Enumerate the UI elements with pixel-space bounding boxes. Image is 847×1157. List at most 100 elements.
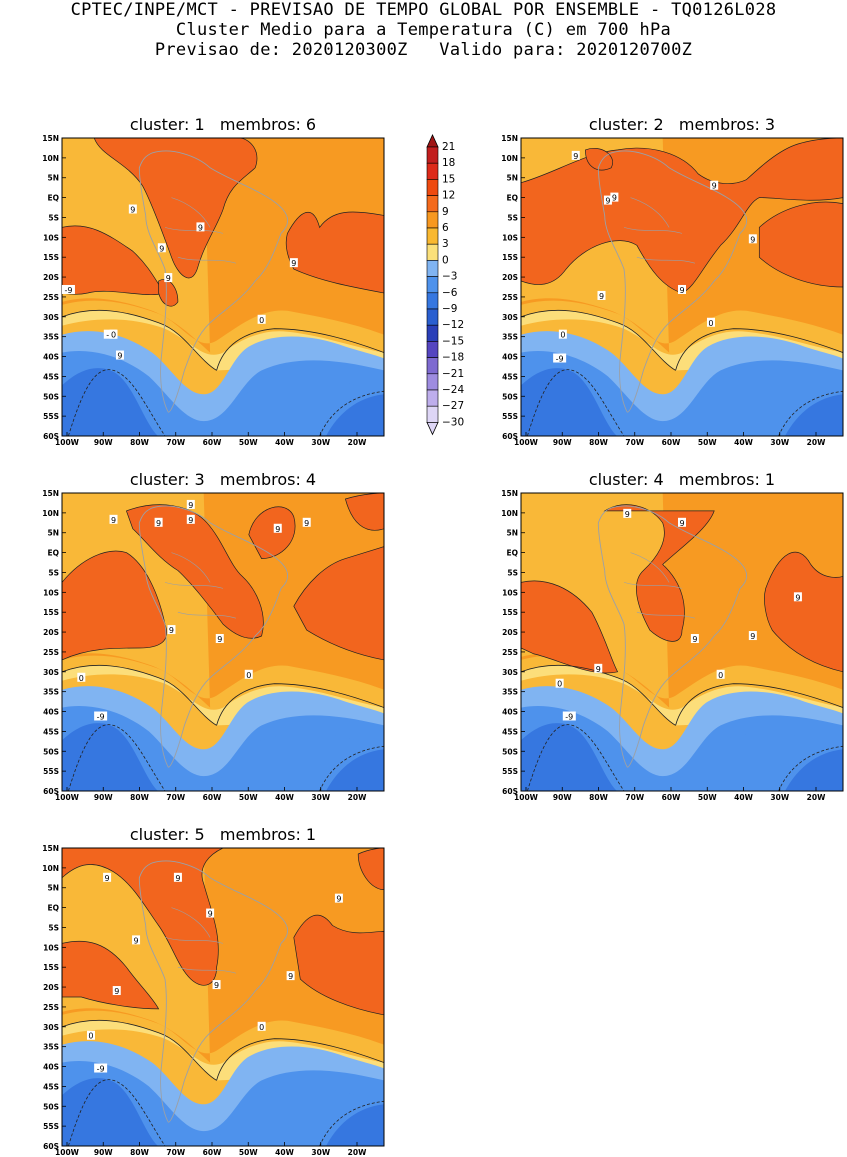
band-minus9: [521, 368, 618, 436]
cluster-panel-5: cluster: 5 membros: 1 15N 10N 5N EQ 5S 10S 15S 2…: [42, 825, 385, 1157]
contour-label-box: [706, 317, 715, 327]
contour-label: 0: [716, 669, 725, 680]
contour-label-box: [571, 150, 580, 160]
warm-region-9C: [62, 940, 160, 1010]
y-tick-label: EQ: [507, 194, 519, 203]
contour-label: 9: [678, 284, 686, 295]
contour-label-box: [553, 353, 567, 363]
x-tick-label: 100W: [514, 793, 539, 802]
contour-label: 9: [571, 150, 580, 161]
contour-label: 9: [710, 180, 719, 191]
contour-label-box: [610, 192, 619, 202]
x-tick-label: 30W: [311, 1148, 330, 1157]
x-tick-label: 30W: [311, 438, 330, 447]
warm-region-9C: [357, 848, 384, 891]
y-tick-label: 10N: [501, 154, 518, 163]
contour-label-text: 9: [750, 632, 755, 641]
y-tick-label: 55S: [43, 412, 59, 421]
contour-label: 0: [257, 314, 266, 325]
colorbar-swatch: [426, 179, 439, 196]
contour-label-text: 9: [217, 635, 222, 644]
x-tick-label: 70W: [166, 793, 185, 802]
contour-label-text: 9: [679, 519, 684, 528]
y-tick-label: 5N: [48, 529, 60, 538]
x-tick-label: 20W: [807, 438, 826, 447]
contour-label: 0: [706, 317, 715, 328]
colorbar-label: 18: [442, 157, 455, 169]
contour-label: 9: [128, 204, 137, 215]
colorbar: 21 18 15 12 9 6 3 0 −3 −6 −9 −12 −15 −18 −21 −24 −27 −30: [426, 134, 464, 436]
colorbar-label: −15: [442, 335, 464, 347]
x-tick-label: 100W: [55, 793, 80, 802]
x-tick-label: 40W: [734, 438, 753, 447]
x-tick-label: 70W: [625, 438, 644, 447]
contour-label-text: -9: [556, 355, 564, 364]
x-tick-label: 60W: [662, 438, 681, 447]
contour-label: 9: [793, 592, 802, 602]
y-tick-label: 60S: [43, 432, 59, 441]
contour-label-box: [678, 517, 686, 527]
band-minus9: [62, 368, 159, 436]
cluster-panel-4: cluster: 4 membros: 1 15N 10N 5N EQ 5S 10S 15S 2…: [501, 470, 844, 802]
colorbar-label: −6: [442, 287, 458, 299]
warm-region-9C: [93, 138, 258, 279]
contour-label: 9: [186, 499, 195, 510]
warm-region-9C: [125, 504, 264, 639]
y-tick-label: 60S: [502, 787, 518, 796]
x-tick-label: 70W: [166, 1148, 185, 1157]
contour-label-box: [302, 517, 311, 527]
y-tick-label: 50S: [502, 747, 518, 756]
contour-label: -9: [553, 353, 567, 364]
warm-region-9C: [344, 493, 384, 531]
x-tick-label: 50W: [698, 793, 717, 802]
contour-label: 0: [257, 1021, 266, 1032]
band-minus9: [62, 1078, 159, 1146]
south-america-outline: [597, 150, 748, 413]
contour-label-box: [678, 284, 686, 294]
y-tick-label: 10N: [42, 509, 59, 518]
x-tick-label: 20W: [348, 438, 367, 447]
main-title: CPTEC/INPE/MCT - PREVISAO DE TEMPO GLOBA…: [70, 0, 777, 20]
contour-label: 9: [289, 258, 298, 268]
y-tick-label: 30S: [43, 1023, 59, 1032]
contour-label-box: [196, 222, 205, 232]
band-minus9-east: [326, 749, 384, 791]
y-tick-label: 25S: [43, 1003, 59, 1012]
x-tick-label: 30W: [311, 793, 330, 802]
contour-label: 9: [597, 290, 606, 301]
contour-label: 0: [77, 672, 86, 683]
y-tick-label: 45S: [502, 727, 518, 736]
x-tick-label: 100W: [55, 1148, 80, 1157]
warm-region-9C: [585, 148, 613, 171]
contour-label-text: 9: [712, 182, 717, 191]
cluster-panel-2: cluster: 2 membros: 3 15N 10N 5N EQ 5S 10S 15S 2…: [501, 115, 844, 447]
y-tick-label: 20S: [502, 628, 518, 637]
x-tick-label: 50W: [698, 438, 717, 447]
contour-minus9: [68, 724, 166, 791]
y-tick-label: 40S: [502, 708, 518, 717]
contour-label-text: 9: [612, 194, 617, 203]
country-borders: [164, 552, 236, 619]
y-tick-label: 60S: [43, 787, 59, 796]
x-tick-label: 90W: [553, 793, 572, 802]
contour-0: [521, 309, 676, 371]
contour-minus9: [68, 1079, 166, 1146]
colorbar-label: −12: [442, 319, 464, 331]
contour-label-text: 9: [605, 197, 610, 206]
contour-label-box: [289, 258, 298, 268]
contour-label: 9: [748, 234, 757, 244]
contour-label-text: 0: [718, 671, 723, 680]
contour-label-box: [286, 971, 295, 981]
contour-label-text: 9: [596, 665, 601, 674]
contour-label-box: [555, 678, 564, 688]
contour-label-box: [716, 669, 725, 679]
contour-label-text: 9: [625, 510, 630, 519]
contour-label-text: 9: [105, 874, 110, 883]
contour-label-text: 9: [114, 987, 119, 996]
y-tick-label: 55S: [43, 767, 59, 776]
contour-label-text: 0: [246, 671, 251, 680]
contour-label: 9: [302, 517, 311, 528]
contour-label-text: 0: [79, 674, 84, 683]
contour-label-box: [257, 1021, 266, 1031]
y-tick-label: 60S: [502, 432, 518, 441]
